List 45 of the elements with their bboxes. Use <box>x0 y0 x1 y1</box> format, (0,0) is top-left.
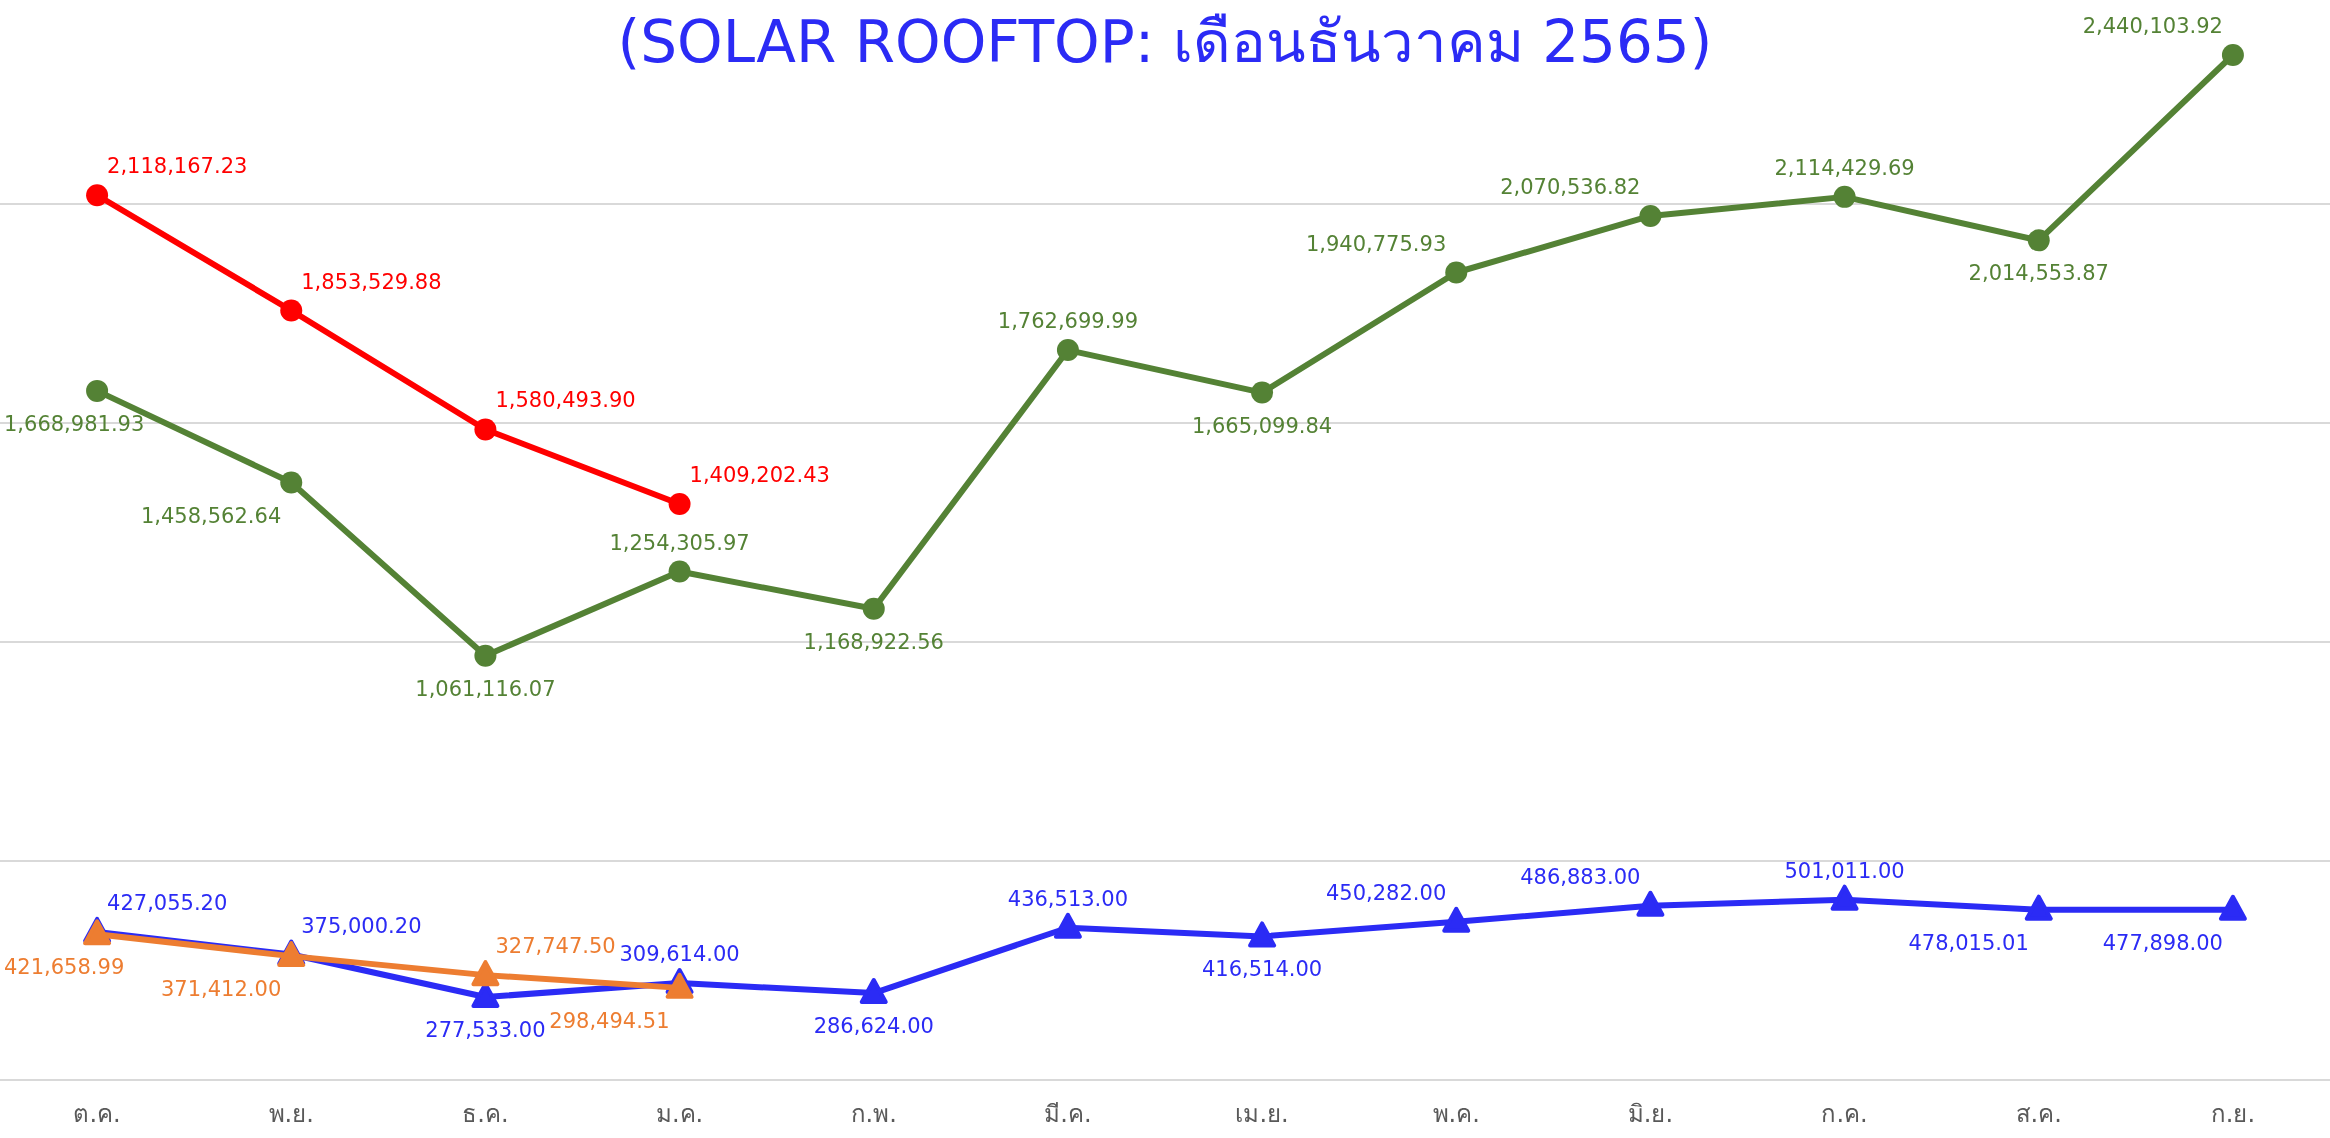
data-label: 309,614.00 <box>619 942 740 967</box>
data-label: 1,254,305.97 <box>609 530 750 555</box>
data-label: 277,533.00 <box>425 1018 546 1042</box>
data-label: 1,668,981.93 <box>4 411 145 436</box>
data-label: 1,940,775.93 <box>1305 231 1447 256</box>
data-label: 375,000.20 <box>301 913 422 938</box>
data-label: 298,494.51 <box>549 1008 670 1033</box>
x-tick-label: มิ.ย. <box>1627 1100 1674 1128</box>
data-label: 421,658.99 <box>4 955 125 980</box>
data-label: 1,168,922.56 <box>803 629 944 654</box>
data-label: 1,409,202.43 <box>689 463 830 488</box>
data-label: 478,015.01 <box>1908 930 2029 955</box>
data-label: 501,011.00 <box>1784 858 1905 883</box>
x-tick-label: ธ.ค. <box>462 1100 509 1128</box>
x-tick-label: ก.พ. <box>850 1100 897 1128</box>
data-label: 436,513.00 <box>1007 886 1129 911</box>
data-label: 2,014,553.87 <box>1968 261 2109 286</box>
data-label: 450,282.00 <box>1326 880 1447 905</box>
data-label: 371,412.00 <box>161 977 282 1002</box>
data-label: 1,458,562.64 <box>140 503 282 528</box>
data-label: 1,762,699.99 <box>997 309 1139 334</box>
x-tick-label: มี.ค. <box>1044 1100 1092 1128</box>
x-tick-label: ส.ค. <box>2015 1100 2062 1128</box>
data-label: 1,665,099.84 <box>1191 413 1333 438</box>
chart-title: (SOLAR ROOFTOP: เดือนธันวาคม 2565) <box>617 8 1713 76</box>
data-label: 2,070,536.82 <box>1500 174 1641 199</box>
data-label: 2,440,103.92 <box>2082 14 2223 38</box>
data-label: 2,118,167.23 <box>107 154 248 179</box>
x-tick-label: พ.ย. <box>268 1100 314 1128</box>
data-label: 1,853,529.88 <box>301 269 442 294</box>
data-label: 427,055.20 <box>107 890 228 915</box>
x-tick-label: เม.ย. <box>1235 1100 1289 1128</box>
x-tick-label: ม.ค. <box>655 1100 704 1128</box>
data-label: 477,898.00 <box>2102 930 2223 955</box>
data-label: 327,747.50 <box>495 934 616 959</box>
data-label: 1,580,493.90 <box>495 388 636 413</box>
x-tick-label: ต.ค. <box>73 1100 121 1128</box>
x-tick-label: ก.ค. <box>1821 1100 1868 1128</box>
data-label: 416,514.00 <box>1201 957 1323 982</box>
x-tick-label: ก.ย. <box>2210 1100 2256 1128</box>
data-label: 1,061,116.07 <box>415 676 556 701</box>
x-tick-label: พ.ค. <box>1432 1100 1480 1128</box>
data-label: 486,883.00 <box>1520 864 1641 889</box>
data-label: 286,624.00 <box>813 1014 934 1039</box>
data-label: 2,114,429.69 <box>1774 155 1915 180</box>
